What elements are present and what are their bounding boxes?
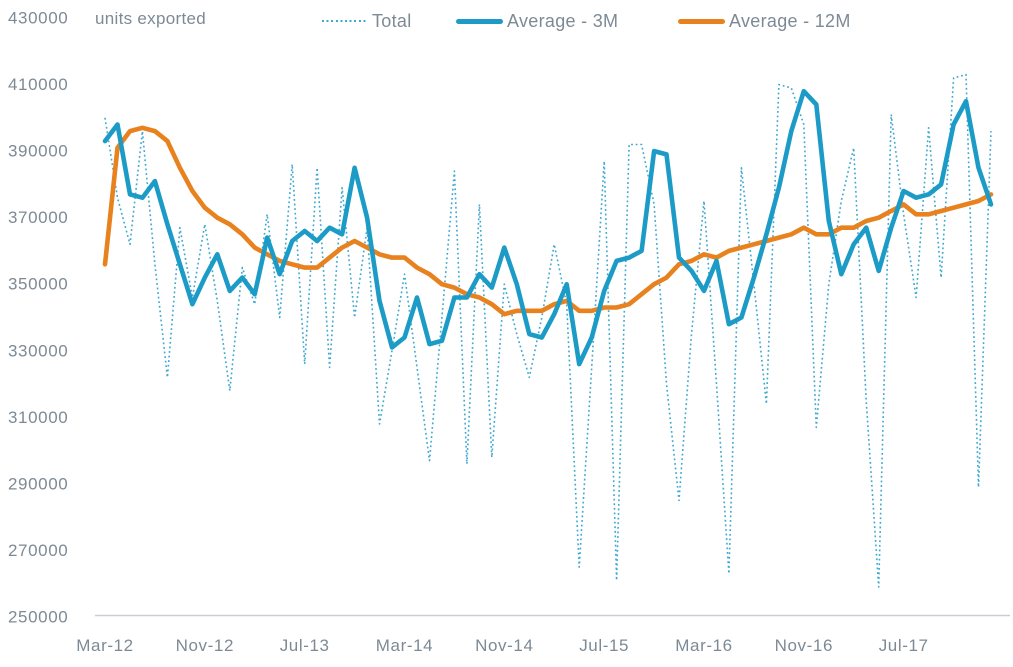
legend-label-average-12m: Average - 12M: [729, 10, 851, 31]
average-3m-line-swatch-icon: [456, 18, 503, 24]
x-tick-label: Nov-14: [475, 636, 533, 655]
y-tick-label: 270000: [8, 541, 68, 560]
legend-label-average-3m: Average - 3M: [507, 10, 619, 31]
total-line: [104, 73, 992, 588]
legend-item-total[interactable]: Total: [322, 8, 412, 34]
x-tick-label: Nov-16: [775, 636, 833, 655]
average-12m-line-swatch-icon: [678, 18, 725, 24]
y-tick-label: 330000: [8, 341, 68, 360]
legend-item-average-12m[interactable]: Average - 12M: [678, 8, 851, 34]
y-tick-label: 310000: [8, 408, 68, 427]
legend-item-average-3m[interactable]: Average - 3M: [456, 8, 618, 34]
chart-legend: Total Average - 3M Average - 12M: [0, 8, 1013, 34]
y-tick-label: 290000: [8, 474, 68, 493]
y-tick-label: 430000: [8, 9, 68, 28]
y-tick-label: 370000: [8, 208, 68, 227]
y-tick-label: 410000: [8, 75, 68, 94]
y-axis-title: units exported: [95, 9, 206, 28]
x-tick-label: Jul-15: [579, 636, 629, 655]
x-tick-label: Mar-12: [76, 636, 133, 655]
y-tick-label: 250000: [8, 608, 68, 627]
x-tick-label: Mar-14: [376, 636, 433, 655]
x-tick-label: Mar-16: [675, 636, 732, 655]
x-tick-label: Nov-12: [176, 636, 234, 655]
y-tick-label: 390000: [8, 142, 68, 161]
x-tick-label: Jul-17: [879, 636, 929, 655]
total-line-swatch-icon: [322, 20, 368, 22]
average-3m-line: [102, 88, 994, 367]
legend-label-total: Total: [372, 10, 412, 31]
y-tick-label: 350000: [8, 275, 68, 294]
average-12m-line: [102, 125, 994, 317]
x-tick-label: Jul-13: [280, 636, 330, 655]
